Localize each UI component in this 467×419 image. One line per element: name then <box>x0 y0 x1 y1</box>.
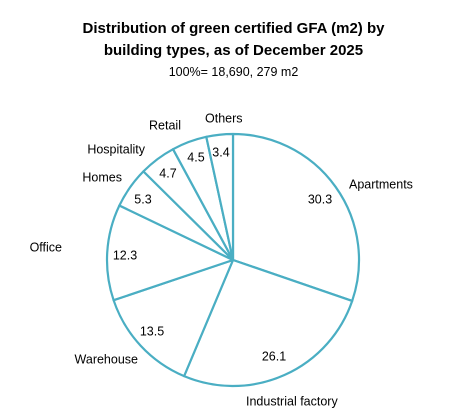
data-label-hospitality: 4.7 <box>159 166 176 180</box>
data-label-office: 12.3 <box>113 248 137 262</box>
pie-slice-others <box>205 132 235 262</box>
category-label-warehouse: Warehouse <box>75 352 139 366</box>
category-label-homes: Homes <box>82 170 122 184</box>
category-label-retail: Retail <box>149 118 181 132</box>
data-label-industrial-factory: 26.1 <box>262 349 286 363</box>
pie-slice-apartments <box>231 132 361 303</box>
category-label-office: Office <box>30 240 62 254</box>
pie-slice-industrial-factory <box>183 258 354 388</box>
chart-title-line-1: Distribution of green certified GFA (m2)… <box>82 20 385 37</box>
data-label-others: 3.4 <box>212 145 229 159</box>
category-label-hospitality: Hospitality <box>87 142 145 156</box>
data-label-apartments: 30.3 <box>308 192 332 206</box>
chart-title: Distribution of green certified GFA (m2)… <box>0 18 467 62</box>
chart-subtitle: 100%= 18,690, 279 m2 <box>168 65 299 79</box>
chart-title-line-2: building types, as of December 2025 <box>103 42 364 59</box>
data-label-homes: 5.3 <box>134 192 151 206</box>
category-label-others: Others <box>205 111 243 125</box>
pie-slice-warehouse <box>112 258 235 378</box>
data-label-warehouse: 13.5 <box>140 324 164 338</box>
data-label-retail: 4.5 <box>187 150 204 164</box>
pie-slice-office <box>105 204 235 302</box>
category-label-industrial-factory: Industrial factory <box>246 394 338 408</box>
category-label-apartments: Apartments <box>349 177 413 191</box>
